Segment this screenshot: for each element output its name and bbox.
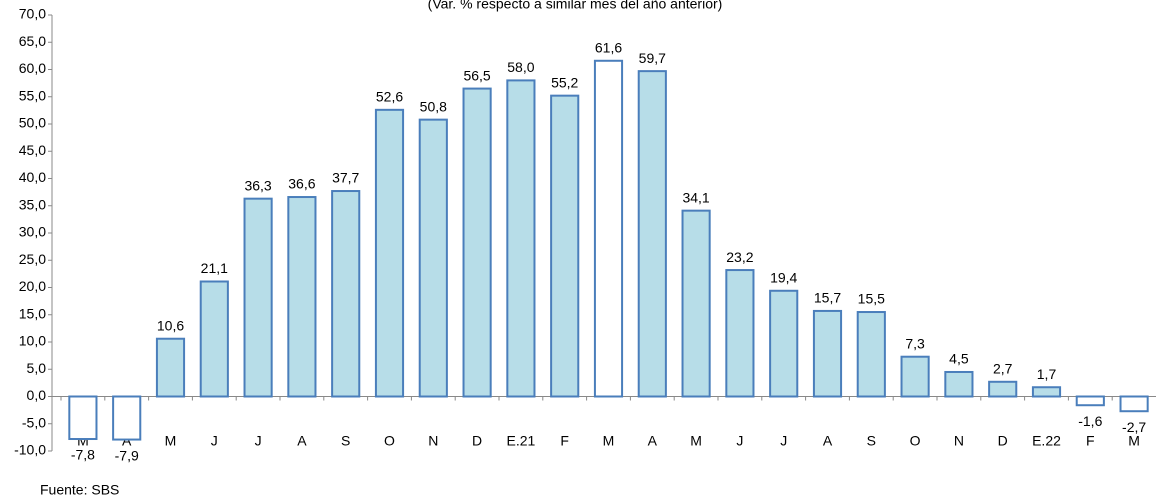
value-label: 15,5 <box>858 291 885 307</box>
x-tick-label: N <box>954 433 964 449</box>
x-tick-label: M <box>77 433 89 449</box>
y-tick-label: 0,0 <box>27 387 47 403</box>
y-tick-label: 40,0 <box>19 169 46 185</box>
value-label: 50,8 <box>420 98 447 114</box>
value-label: 61,6 <box>595 39 622 55</box>
bar <box>1031 386 1062 398</box>
value-label: 37,7 <box>332 170 359 186</box>
value-label: 23,2 <box>726 249 753 265</box>
bar <box>900 355 930 398</box>
source-note: Fuente: SBS <box>40 482 119 498</box>
value-label: -1,6 <box>1078 413 1102 429</box>
y-tick-label: 30,0 <box>19 224 46 240</box>
value-label: 15,7 <box>814 290 841 306</box>
bar <box>68 395 98 441</box>
bar <box>287 196 317 398</box>
bar <box>199 280 229 398</box>
x-tick-label: S <box>341 433 350 449</box>
y-tick-label: 50,0 <box>19 115 46 131</box>
value-label: -2,7 <box>1122 419 1146 435</box>
bar <box>856 311 886 398</box>
y-tick-label: 60,0 <box>19 60 46 76</box>
x-tick-label: M <box>690 433 702 449</box>
bar <box>1119 395 1149 413</box>
y-tick-label: 5,0 <box>27 360 47 376</box>
value-label: 7,3 <box>905 335 925 351</box>
x-tick-label: M <box>603 433 615 449</box>
value-label: 34,1 <box>682 189 709 205</box>
y-tick-label: 25,0 <box>19 251 46 267</box>
value-label: -7,9 <box>115 447 139 463</box>
x-tick-label: D <box>998 433 1008 449</box>
x-tick-label: J <box>255 433 262 449</box>
x-tick-label: N <box>428 433 438 449</box>
chart-subtitle: (Var. % respecto a similar mes del año a… <box>428 0 723 12</box>
x-tick-label: M <box>1128 433 1140 449</box>
y-tick-label: 35,0 <box>19 196 46 212</box>
value-label: 1,7 <box>1037 366 1057 382</box>
bar <box>331 190 361 398</box>
x-tick-label: J <box>211 433 218 449</box>
x-tick-label: D <box>472 433 482 449</box>
y-tick-label: -5,0 <box>22 414 46 430</box>
x-tick-label: A <box>122 433 132 449</box>
value-label: 56,5 <box>463 67 490 83</box>
value-label: 19,4 <box>770 269 797 285</box>
y-tick-label: 10,0 <box>19 333 46 349</box>
x-tick-label: F <box>560 433 569 449</box>
bar <box>418 118 448 398</box>
bar <box>812 309 843 398</box>
value-label: 21,1 <box>201 260 228 276</box>
x-tick-label: A <box>297 433 307 449</box>
value-label: -7,8 <box>71 447 95 463</box>
x-tick-label: J <box>780 433 787 449</box>
value-label: 36,3 <box>244 177 271 193</box>
bar <box>769 289 799 398</box>
x-tick-label: O <box>384 433 395 449</box>
x-tick-label: A <box>823 433 833 449</box>
x-tick-label: O <box>910 433 921 449</box>
bar <box>462 87 492 398</box>
bar <box>637 70 667 398</box>
y-tick-label: 20,0 <box>19 278 46 294</box>
y-tick-label: 45,0 <box>19 142 46 158</box>
value-label: 59,7 <box>639 50 666 66</box>
bar <box>243 197 273 398</box>
bar <box>374 108 405 398</box>
value-label: 2,7 <box>993 360 1013 376</box>
y-tick-label: 65,0 <box>19 33 46 49</box>
bar <box>1075 395 1105 407</box>
bar <box>550 94 580 398</box>
bar <box>593 59 624 398</box>
value-label: 36,6 <box>288 176 315 192</box>
y-tick-label: 15,0 <box>19 305 46 321</box>
bar <box>506 79 536 398</box>
x-tick-label: A <box>648 433 658 449</box>
x-tick-label: F <box>1086 433 1095 449</box>
value-label: 52,6 <box>376 89 403 105</box>
x-tick-label: J <box>736 433 743 449</box>
y-tick-label: 70,0 <box>19 6 46 22</box>
value-label: 58,0 <box>507 59 534 75</box>
value-label: 55,2 <box>551 74 578 90</box>
bar <box>944 370 974 398</box>
x-tick-label: E.21 <box>506 433 535 449</box>
x-tick-label: E.22 <box>1032 433 1061 449</box>
x-tick-label: M <box>165 433 177 449</box>
bar <box>112 395 142 441</box>
bar <box>988 380 1018 398</box>
y-tick-label: 55,0 <box>19 87 46 103</box>
x-tick-label: S <box>867 433 876 449</box>
value-label: 4,5 <box>949 351 969 367</box>
bar <box>725 269 755 398</box>
y-tick-label: -10,0 <box>14 442 46 458</box>
bar <box>681 209 711 398</box>
bar <box>155 337 186 398</box>
value-label: 10,6 <box>157 317 184 333</box>
